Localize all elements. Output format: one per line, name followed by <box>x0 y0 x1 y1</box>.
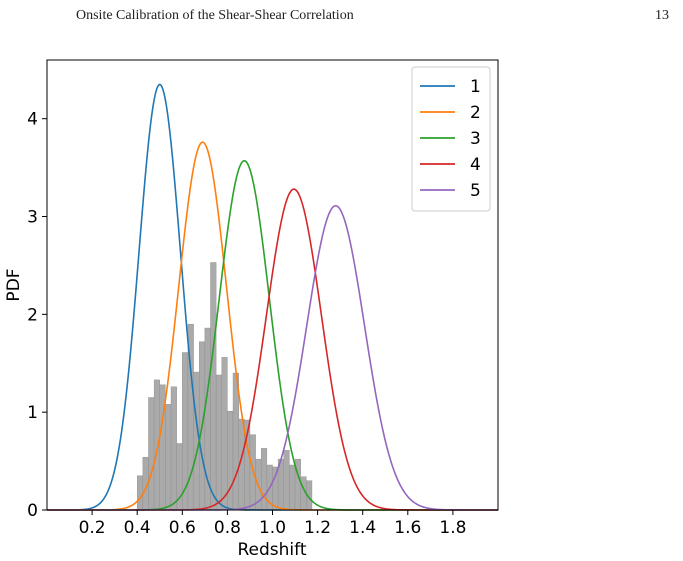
legend-label-4: 4 <box>470 155 481 175</box>
x-tick-label: 1.2 <box>304 518 331 538</box>
histogram-bar <box>283 450 290 511</box>
legend-label-2: 2 <box>470 103 481 123</box>
x-tick-label: 1.8 <box>439 518 466 538</box>
histogram-bar <box>272 466 279 511</box>
histogram-bar <box>261 448 268 511</box>
x-tick-label: 0.4 <box>124 518 151 538</box>
y-tick-label: 1 <box>27 403 38 423</box>
page-number: 13 <box>655 8 669 23</box>
x-tick-label: 1.6 <box>394 518 421 538</box>
histogram-bar <box>227 410 234 511</box>
series-line-5 <box>47 204 498 511</box>
histogram-bar <box>232 372 239 511</box>
x-axis-ticks: 0.2 0.4 0.6 0.8 1.0 1.2 1.4 1.6 1.8 <box>79 510 466 538</box>
histogram <box>136 262 313 511</box>
legend-label-5: 5 <box>470 181 481 201</box>
histogram-bar <box>289 464 296 511</box>
y-tick-label: 3 <box>27 208 38 228</box>
legend-label-1: 1 <box>470 77 481 97</box>
running-title: Onsite Calibration of the Shear-Shear Co… <box>76 8 354 23</box>
x-tick-label: 0.6 <box>169 518 196 538</box>
histogram-bar <box>136 475 144 511</box>
legend-label-3: 3 <box>470 129 481 149</box>
series-line-4 <box>47 188 498 511</box>
histogram-bar <box>193 371 200 511</box>
x-tick-label: 1.0 <box>259 518 286 538</box>
y-tick-label: 4 <box>27 110 38 130</box>
histogram-bar <box>170 386 177 511</box>
histogram-bar <box>210 262 217 511</box>
histogram-bar <box>182 352 189 511</box>
series-line-3 <box>47 159 498 511</box>
histogram-bar <box>165 404 172 511</box>
y-axis-label: PDF <box>4 268 24 301</box>
y-axis-ticks: 0 1 2 3 4 <box>27 110 47 521</box>
y-tick-label: 0 <box>27 501 38 521</box>
histogram-bar <box>148 397 155 511</box>
x-tick-label: 1.4 <box>349 518 376 538</box>
histogram-bar <box>249 434 256 511</box>
legend-box <box>411 66 491 212</box>
x-tick-label: 0.8 <box>214 518 241 538</box>
histogram-bar <box>221 357 228 511</box>
x-tick-label: 0.2 <box>79 518 106 538</box>
legend: 1 2 3 4 5 <box>411 66 491 212</box>
x-axis-label: Redshift <box>237 540 306 560</box>
histogram-bar <box>215 374 222 511</box>
y-tick-label: 2 <box>27 305 38 325</box>
